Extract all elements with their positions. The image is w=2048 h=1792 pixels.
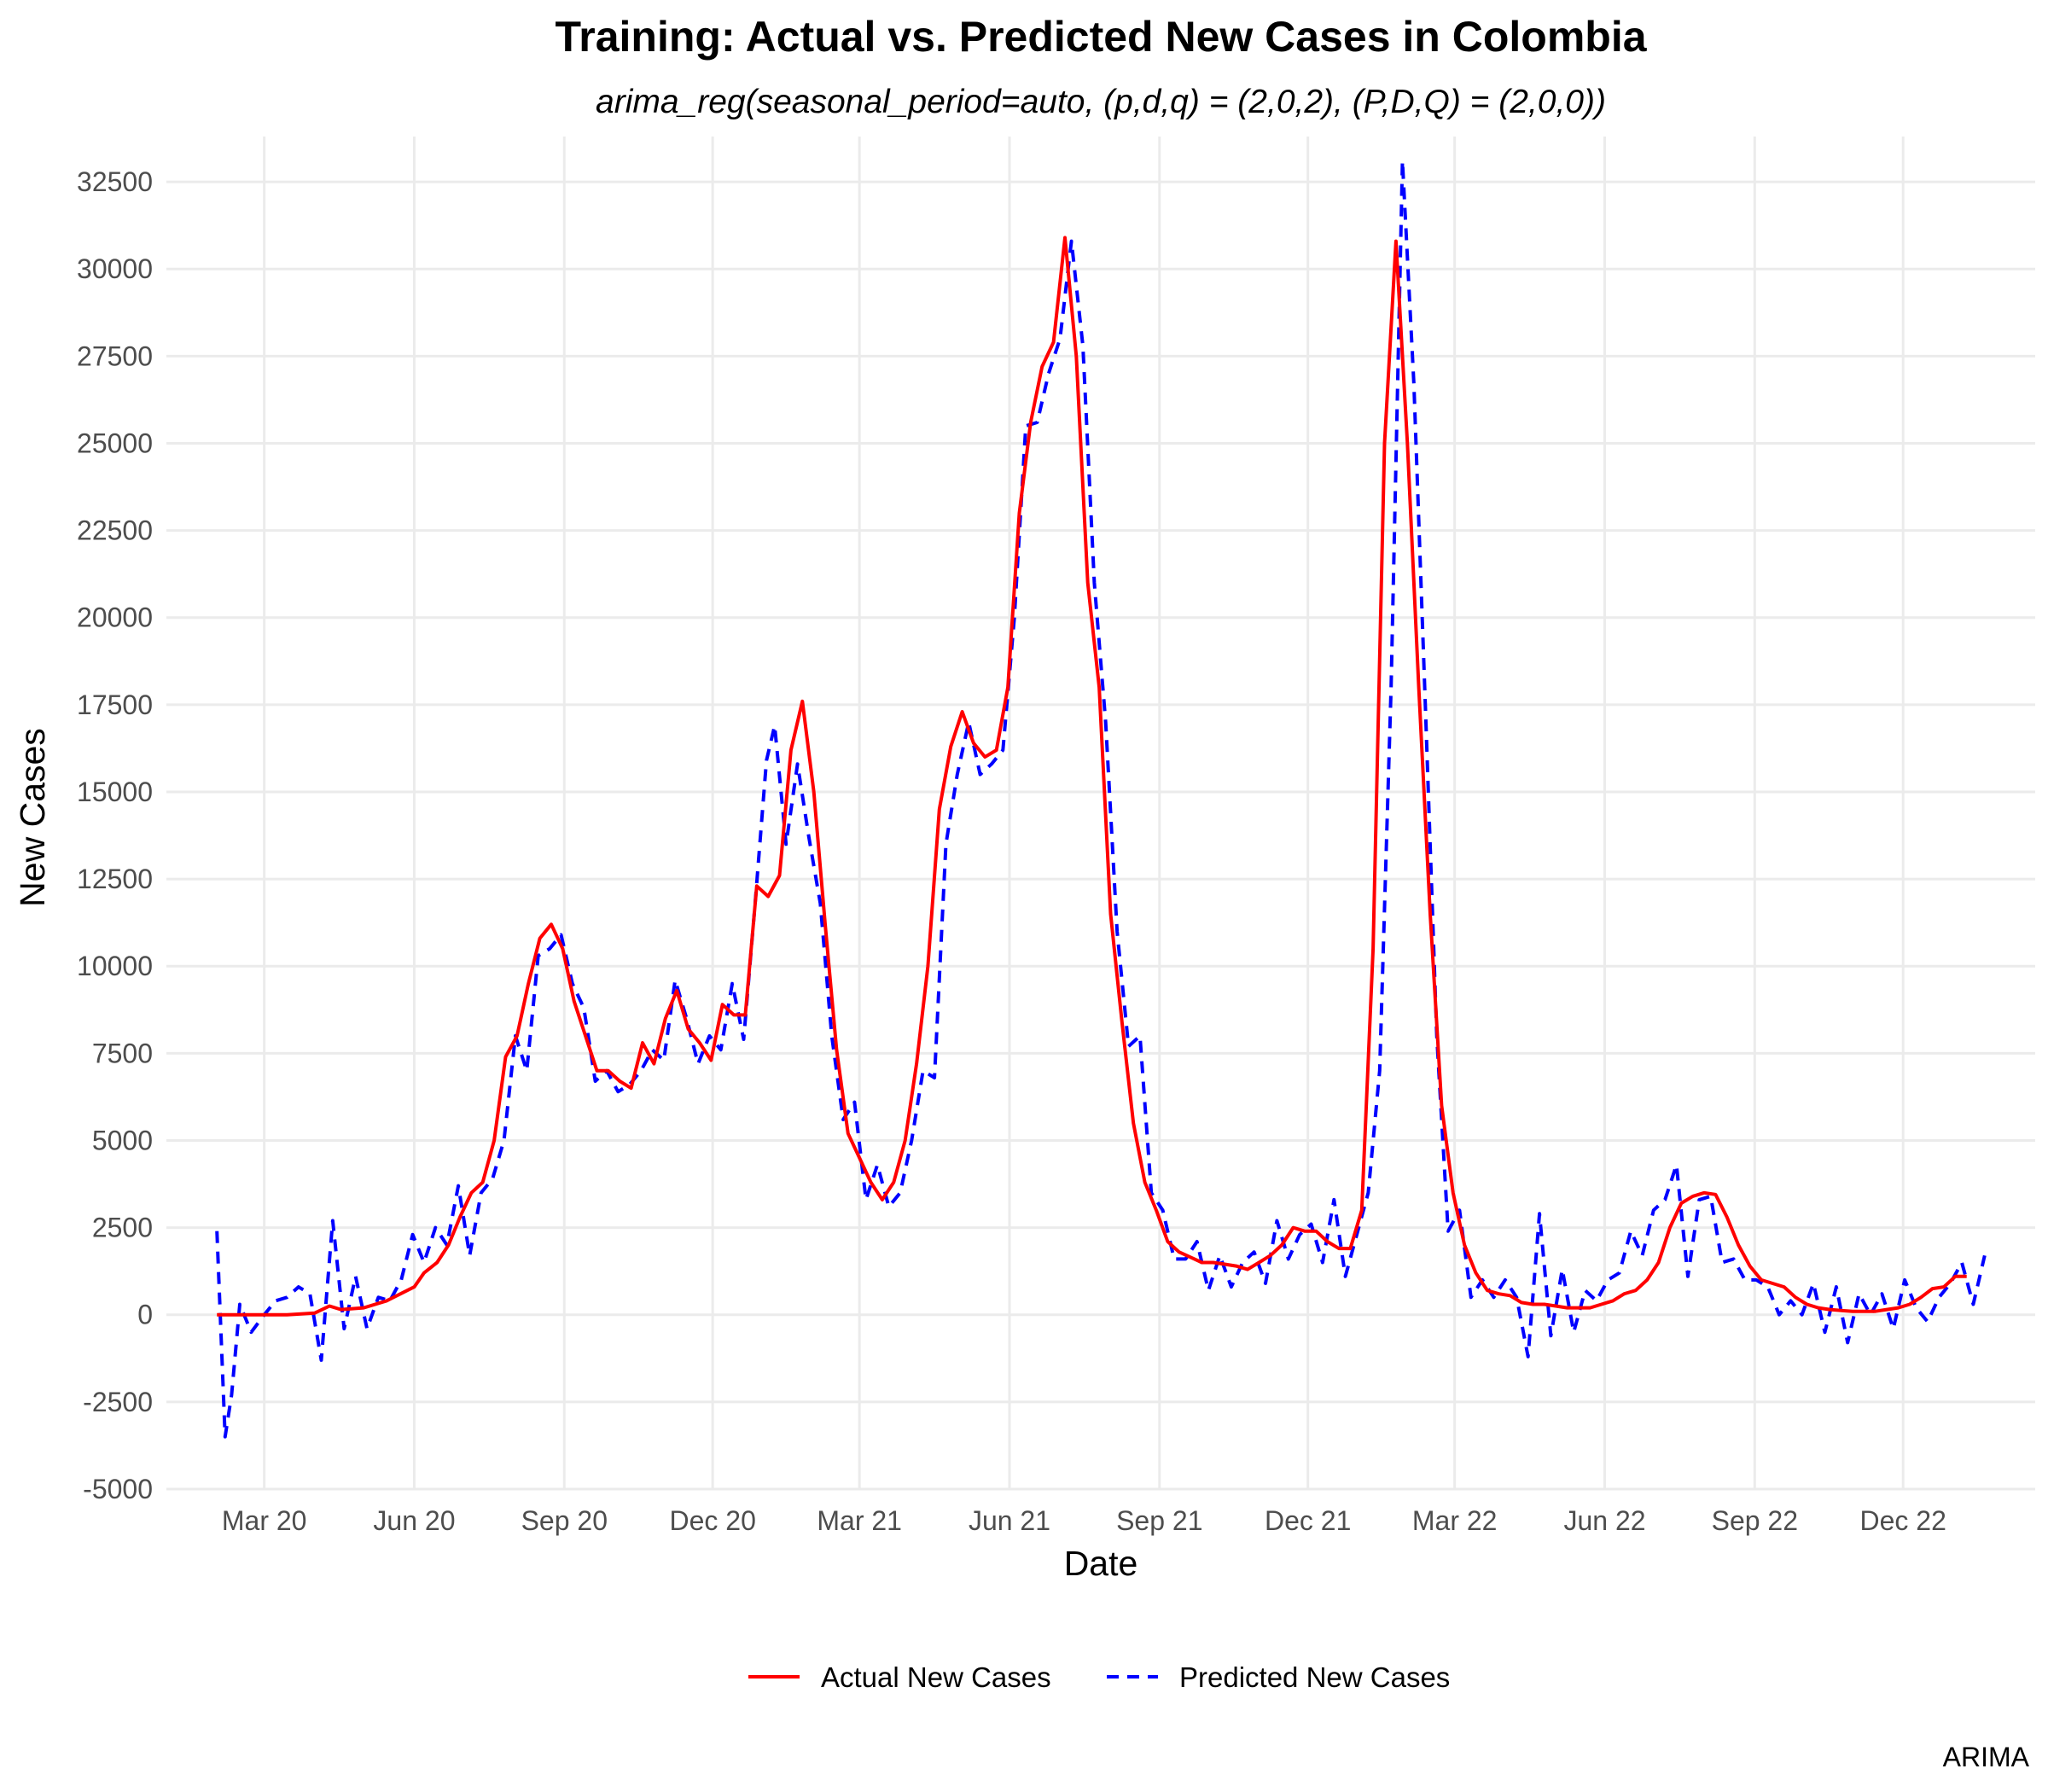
legend-label-actual: Actual New Cases xyxy=(821,1661,1051,1693)
legend: Actual New Cases Predicted New Cases xyxy=(748,1661,1450,1693)
x-tick-label: Mar 20 xyxy=(222,1505,307,1536)
gridlines xyxy=(166,137,2035,1491)
x-tick-label: Dec 21 xyxy=(1265,1505,1351,1536)
y-tick-label: 32500 xyxy=(77,166,153,197)
y-tick-label: -5000 xyxy=(83,1474,153,1504)
y-tick-label: 27500 xyxy=(77,340,153,371)
x-tick-label: Sep 20 xyxy=(521,1505,608,1536)
y-tick-label: 5000 xyxy=(92,1125,153,1155)
plot-series xyxy=(215,159,1987,1439)
y-tick-label: 22500 xyxy=(77,515,153,546)
x-tick-label: Dec 20 xyxy=(669,1505,755,1536)
x-tick-label: Jun 22 xyxy=(1563,1505,1645,1536)
y-tick-label: 25000 xyxy=(77,428,153,458)
y-tick-label: 17500 xyxy=(77,689,153,720)
predicted-new-cases-line xyxy=(215,159,1987,1439)
y-tick-label: 30000 xyxy=(77,253,153,284)
x-tick-label: Dec 22 xyxy=(1860,1505,1946,1536)
x-tick-label: Mar 21 xyxy=(817,1505,902,1536)
y-tick-label: 20000 xyxy=(77,602,153,633)
chart-title: Training: Actual vs. Predicted New Cases… xyxy=(555,13,1647,61)
y-tick-label: 7500 xyxy=(92,1038,153,1068)
legend-label-predicted: Predicted New Cases xyxy=(1179,1661,1450,1693)
x-tick-label: Sep 21 xyxy=(1116,1505,1202,1536)
y-axis-title: New Cases xyxy=(13,728,52,907)
x-tick-label: Sep 22 xyxy=(1712,1505,1798,1536)
chart-caption: ARIMA xyxy=(1943,1742,2030,1772)
x-tick-label: Jun 21 xyxy=(969,1505,1050,1536)
actual-new-cases-line xyxy=(217,236,1967,1317)
chart-subtitle: arima_reg(seasonal_period=auto, (p,d,q) … xyxy=(596,84,1606,120)
x-tick-label: Mar 22 xyxy=(1412,1505,1498,1536)
x-axis-ticks: Mar 20 Jun 20 Sep 20 Dec 20 Mar 21 Jun 21 Sep … xyxy=(222,1505,1946,1536)
y-tick-label: -2500 xyxy=(83,1387,153,1417)
y-tick-label: 15000 xyxy=(77,777,153,807)
y-tick-label: 12500 xyxy=(77,864,153,894)
y-tick-label: 0 xyxy=(137,1300,153,1330)
y-axis-ticks: -5000 -2500 0 2500 5000 7500 10000 12500 15000 17… xyxy=(77,166,153,1504)
y-tick-label: 10000 xyxy=(77,951,153,981)
x-axis-title: Date xyxy=(1064,1544,1138,1583)
y-tick-label: 2500 xyxy=(92,1213,153,1243)
x-tick-label: Jun 20 xyxy=(373,1505,455,1536)
